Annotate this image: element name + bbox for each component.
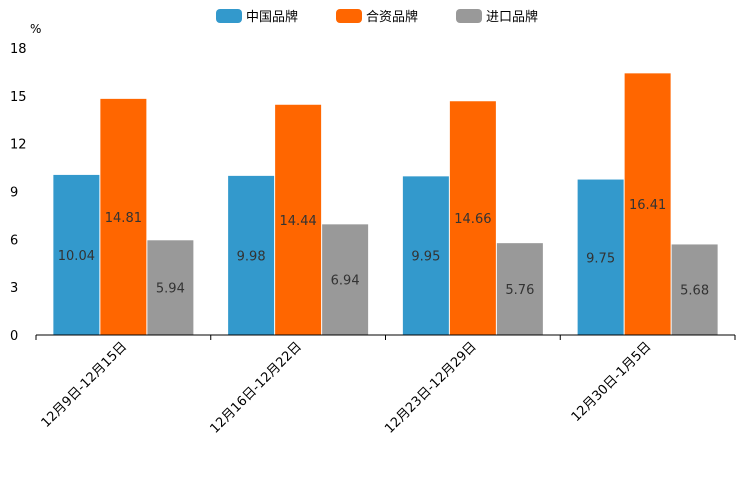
data-label-1-2: 6.94 [331, 274, 360, 289]
y-tick-label-3: 9 [10, 186, 18, 201]
bar-3-2 [671, 244, 718, 335]
bar-3-0 [577, 179, 624, 335]
y-axis: 0 3 6 9 12 15 18 [10, 42, 27, 344]
bar-2-0 [402, 176, 449, 335]
bar-2-1 [449, 101, 496, 335]
data-label-3-0: 9.75 [586, 251, 615, 266]
x-axis: 12月9日-12月15日 12月16日-12月22日 12月23日-12月29日 12… [35, 334, 736, 437]
data-label-0-1: 14.81 [105, 211, 142, 226]
legend-swatch-2 [456, 9, 482, 23]
legend-swatch-0 [216, 9, 242, 23]
data-label-1-0: 9.98 [237, 249, 266, 264]
bars [53, 73, 718, 335]
bar-1-2 [322, 224, 369, 335]
bar-0-1 [100, 98, 147, 335]
data-labels: 10.04 14.81 5.94 9.98 14.44 6.94 9.95 14.66 5.76… [58, 198, 709, 299]
y-tick-label-6: 18 [10, 42, 27, 57]
legend-label-0: 中国品牌 [246, 9, 298, 25]
data-label-0-2: 5.94 [156, 282, 185, 297]
y-tick-label-2: 6 [10, 233, 18, 248]
legend-label-2: 进口品牌 [486, 9, 538, 25]
bar-2-2 [496, 243, 543, 335]
data-label-2-1: 14.66 [454, 212, 491, 227]
x-tick-label-2: 12月23日-12月29日 [382, 339, 479, 436]
bar-3-1 [624, 73, 671, 335]
legend-swatch-1 [336, 9, 362, 23]
data-label-2-0: 9.95 [411, 250, 440, 265]
data-label-3-1: 16.41 [629, 198, 666, 213]
y-tick-label-5: 15 [10, 90, 27, 105]
bar-0-2 [147, 240, 194, 335]
legend-label-1: 合资品牌 [366, 9, 418, 25]
bar-1-1 [275, 104, 322, 335]
bar-1-0 [228, 175, 275, 335]
y-tick-label-4: 12 [10, 138, 27, 153]
y-axis-unit-label: % [30, 22, 41, 36]
data-label-0-0: 10.04 [58, 249, 95, 264]
y-tick-label-0: 0 [10, 329, 18, 344]
x-tick-label-3: 12月30日-1月5日 [569, 339, 655, 425]
data-label-1-1: 14.44 [280, 214, 317, 229]
data-label-2-2: 5.76 [505, 283, 534, 298]
legend: 中国品牌 合资品牌 进口品牌 [216, 9, 538, 25]
x-tick-label-1: 12月16日-12月22日 [207, 339, 304, 436]
data-label-3-2: 5.68 [680, 284, 709, 299]
x-tick-label-0: 12月9日-12月15日 [39, 339, 131, 431]
y-tick-label-1: 3 [10, 281, 18, 296]
bar-0-0 [53, 174, 100, 335]
